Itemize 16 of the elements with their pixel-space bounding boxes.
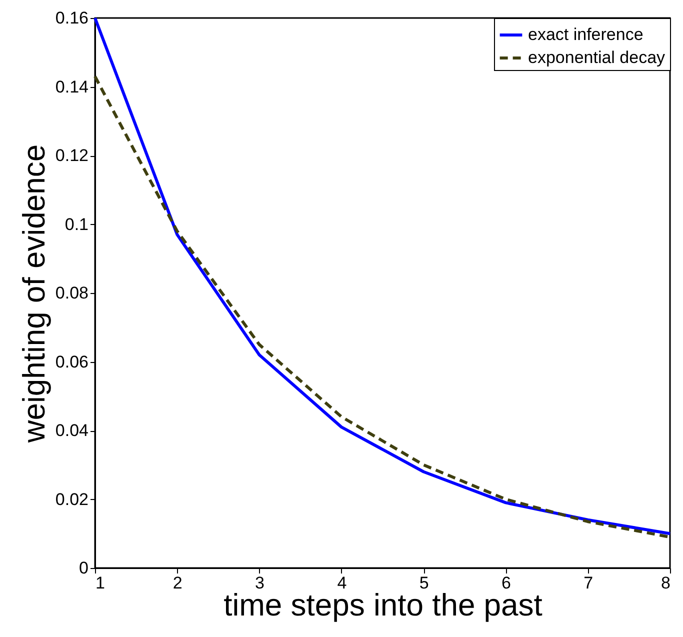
x-tick-label: 2 [172, 574, 182, 592]
y-tick-label: 0.16 [55, 8, 88, 28]
y-tick-label: 0.1 [64, 214, 88, 234]
y-axis-title: weighting of evidence [16, 144, 52, 444]
x-tick-label: 1 [96, 574, 105, 592]
y-tick-label: 0.02 [55, 490, 88, 509]
x-tick-label: 7 [584, 574, 594, 592]
y-tick-label: 0.12 [55, 146, 88, 165]
y-tick-label: 0.14 [55, 77, 88, 96]
x-tick-label: 8 [661, 574, 670, 592]
y-tick-label: 0 [79, 558, 88, 578]
y-tick-label: 0.08 [55, 284, 88, 302]
y-tick-label: 0.04 [55, 421, 88, 440]
y-tick-label: 0.06 [55, 352, 88, 372]
legend-label: exact inference [528, 25, 644, 44]
legend-label: exponential decay [528, 48, 666, 67]
